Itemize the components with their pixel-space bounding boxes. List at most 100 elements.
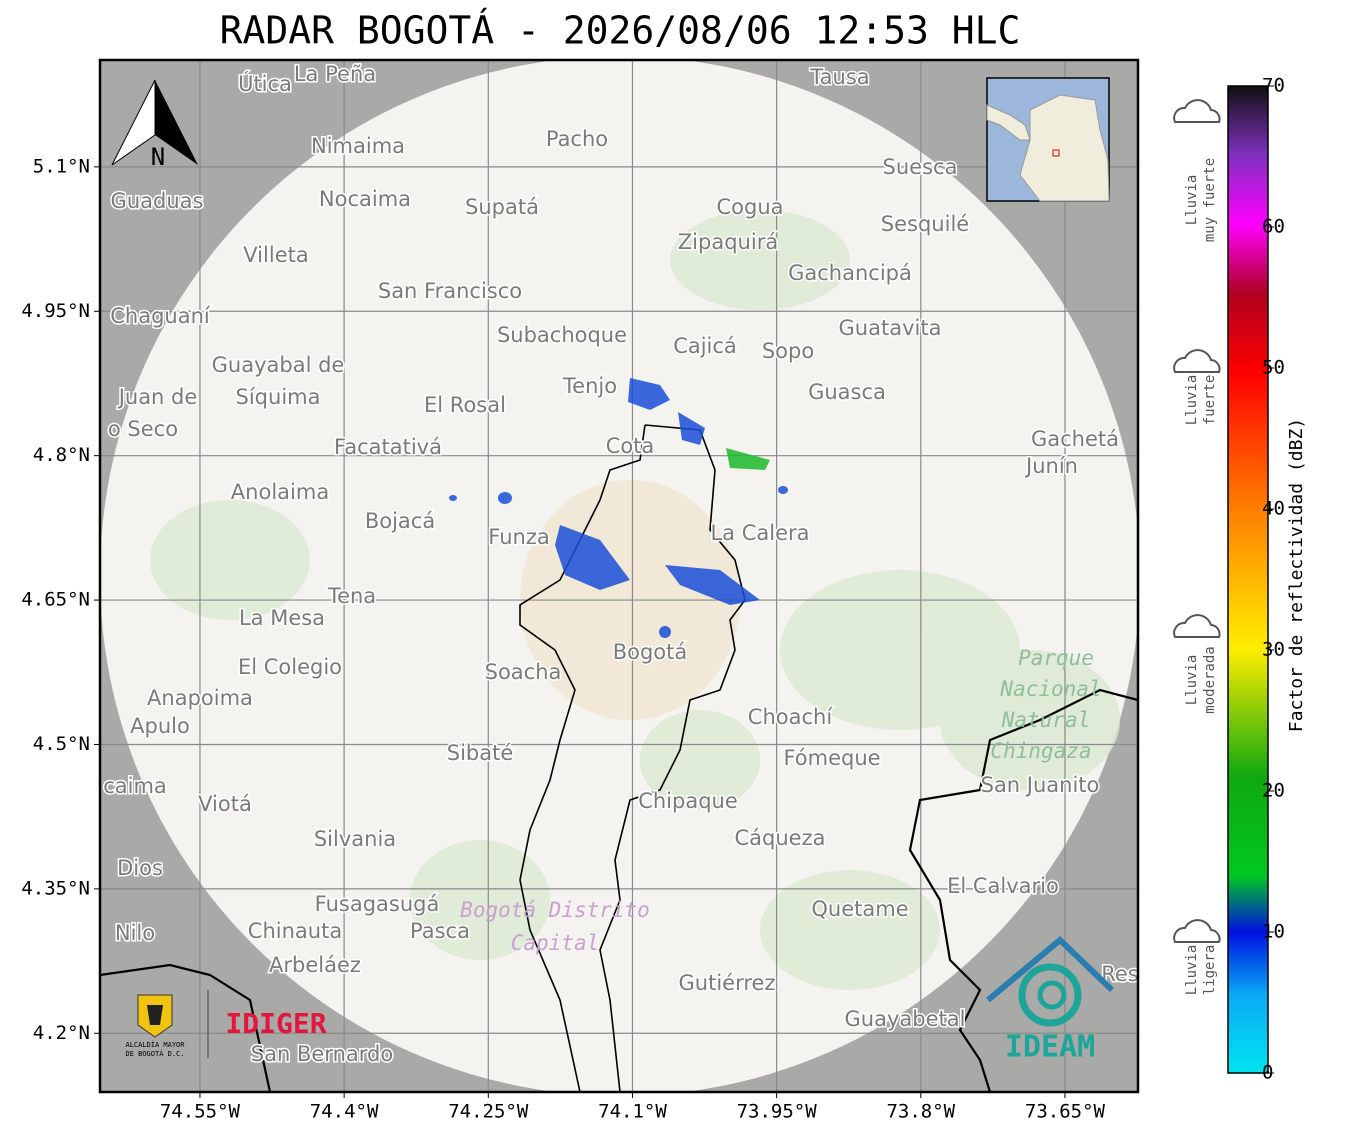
place-label: Bojacá [365,509,435,533]
place-label: Gutiérrez [679,971,776,995]
colorbar-tick-label: 50 [1262,357,1285,379]
colorbar-tick-label: 20 [1262,780,1285,802]
place-label: Guaduas [111,189,204,213]
place-label: Sibaté [447,741,514,765]
title: RADAR BOGOTÁ - 2026/08/06 12:53 HLC [220,9,1021,53]
alcaldia-text: ALCALDÍA MAYOR [125,1040,185,1049]
place-label: La Calera [710,521,809,545]
park-label: Natural [1001,708,1091,732]
place-label: Suesca [883,155,958,179]
x-tick-label: 74.1°W [598,1101,667,1123]
colorbar-tick-label: 30 [1262,639,1285,661]
place-label: La Peña [294,62,376,86]
place-label: Juan de [117,385,198,409]
place-label: El Colegio [238,655,342,679]
north-label: N [151,143,165,171]
place-label: Fómeque [783,746,880,770]
x-tick-label: 74.55°W [160,1101,241,1123]
park-label: Parque [1018,646,1094,670]
place-label: Nilo [115,921,155,945]
colorbar [1227,85,1269,1074]
place-label: Villeta [243,243,308,267]
place-label: Gachancipá [788,261,912,285]
place-label: o Seco [108,417,178,441]
place-label: La Mesa [239,606,325,630]
y-tick-label: 4.35°N [21,877,90,899]
colorbar-tick-label: 70 [1262,75,1285,97]
alcaldia-logo: ALCALDÍA MAYOR DE BOGOTÁ D.C. [125,990,209,1058]
place-label: El Calvario [947,874,1059,898]
park-label: Nacional [999,677,1101,701]
place-label: Quetame [811,897,908,921]
place-label: Anolaima [231,480,329,504]
place-label: Pacho [546,127,608,151]
place-label: El Rosal [424,393,506,417]
rain-label-line: Lluvia [1184,945,1200,996]
map-frame [98,58,1140,1094]
colorbar-tick-label: 10 [1262,921,1285,943]
north-arrow: N [111,79,198,171]
x-tick-label: 73.65°W [1025,1101,1106,1123]
ideam-logo: IDEAM [986,935,1115,1065]
place-label: Apulo [130,714,190,738]
place-label: Pasca [410,919,470,943]
place-label: Funza [488,525,549,549]
place-label: Res [1101,962,1139,986]
rain-label-line: ligera [1202,945,1218,996]
place-label: Guayabetal [845,1007,966,1031]
place-label: Zipaquirá [678,230,778,254]
place-label: Viotá [198,792,252,816]
alcaldia-text: DE BOGOTÁ D.C. [125,1049,184,1058]
rain-icon [1173,919,1221,943]
district-label: Capital [511,931,600,955]
place-label: Chipaque [638,789,738,813]
place-label: Cota [606,434,655,458]
place-label: Choachí [748,705,834,729]
inset-map [986,77,1110,202]
park-label: Chingaza [990,739,1091,763]
rain-label-line: muy fuerte [1202,158,1218,242]
ideam-text: IDEAM [1005,1030,1095,1065]
place-label: Anapoima [147,686,253,710]
x-tick-label: 73.8°W [886,1101,955,1123]
y-tick-label: 4.65°N [21,589,90,611]
rain-icon [1173,349,1221,373]
rain-label: Lluvia ligera [1184,945,1218,996]
colorbar-tick-label: 0 [1262,1062,1273,1084]
x-tick-label: 73.95°W [737,1101,818,1123]
place-label: Nimaima [311,134,405,158]
place-label: Sopo [762,339,814,363]
place-label: Cáqueza [735,826,826,850]
place-label: Síquima [236,385,321,409]
place-label: San Juanito [981,773,1100,797]
rain-label-line: Lluvia [1184,175,1200,226]
place-label: Facatativá [334,435,442,459]
rain-label: Lluvia moderada [1184,646,1218,713]
district-label: Bogotá Distrito [460,898,650,922]
place-label: San Bernardo [251,1042,393,1066]
rain-icon [1173,614,1221,638]
y-tick-label: 5.1°N [33,155,90,177]
x-tick-label: 74.25°W [448,1101,529,1123]
map: Útica La Peña Tausa Pacho Nimaima Guaduas Noca… [100,60,1139,1092]
place-label: Tenjo [562,374,617,398]
colorbar-tick-label: 60 [1262,216,1285,238]
y-tick-label: 4.5°N [33,733,90,755]
place-label: Arbeláez [269,953,361,977]
place-label: Tausa [809,65,869,89]
place-label: Subachoque [497,323,627,347]
y-tick-label: 4.95°N [21,300,90,322]
place-label: Bogotá [613,640,688,664]
place-label: Silvania [314,827,396,851]
place-label: caima [103,774,167,798]
place-label: Tena [327,584,376,608]
rain-icon [1173,99,1221,123]
rain-label: Lluvia fuerte [1184,375,1218,426]
idiger-logo: IDIGER [225,1007,326,1040]
y-tick-label: 4.8°N [33,444,90,466]
place-label: Guayabal de [212,353,345,377]
y-tick-label: 4.2°N [33,1022,90,1044]
colorbar-label: Factor de reflectividad (dBZ) [1286,418,1307,732]
